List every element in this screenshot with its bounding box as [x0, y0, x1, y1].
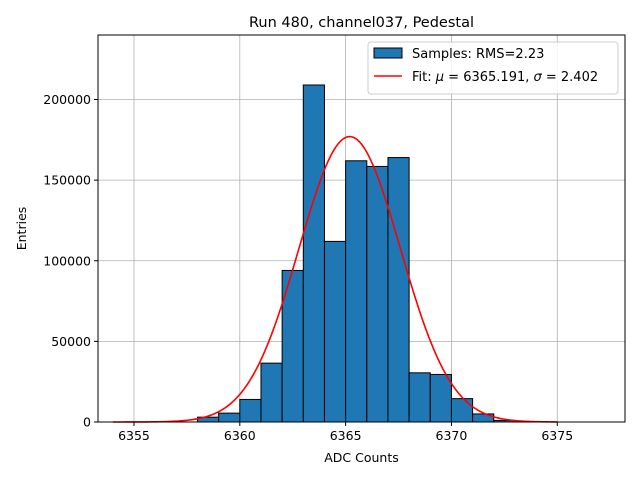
legend-label-bars: Samples: RMS=2.23: [412, 47, 544, 62]
histogram-bar: [429, 373, 452, 423]
histogram-bar: [302, 84, 325, 423]
y-tick-label: 100000: [43, 253, 91, 268]
x-axis-ticks: 6355 6360 6365 6370 6375: [118, 422, 573, 443]
histogram-bar: [323, 240, 347, 423]
x-tick-label: 6365: [330, 428, 362, 443]
histogram-bar: [366, 165, 389, 423]
legend-fit-mu-symbol: μ: [435, 70, 444, 85]
histogram-bar: [408, 372, 431, 423]
y-axis-ticks: 0 50000 100000 150000 200000: [43, 92, 98, 430]
histogram-bar: [450, 398, 474, 423]
histogram-bar: [218, 412, 241, 423]
y-axis-label: Entries: [14, 207, 29, 251]
x-tick-label: 6360: [224, 428, 256, 443]
y-tick-label: 0: [83, 415, 91, 430]
histogram-bar: [345, 160, 368, 423]
histogram-bar: [260, 362, 283, 423]
legend-fit-prefix: Fit:: [412, 70, 436, 85]
legend: Samples: RMS=2.23 Fit: μ = 6365.191, σ =…: [367, 41, 619, 95]
histogram-bar: [239, 398, 262, 423]
x-tick-label: 6355: [118, 428, 150, 443]
chart-title: Run 480, channel037, Pedestal: [249, 15, 474, 31]
legend-swatch-bars: [373, 47, 403, 59]
legend-label-fit: Fit: μ = 6365.191, σ = 2.402: [412, 70, 598, 85]
y-tick-label: 150000: [43, 173, 91, 188]
y-tick-label: 50000: [51, 334, 91, 349]
legend-fit-sigma-symbol: σ: [534, 70, 543, 85]
plot-frame: [97, 34, 626, 423]
y-tick-label: 200000: [43, 92, 91, 107]
x-axis-label: ADC Counts: [324, 450, 399, 465]
legend-fit-sigma-value: = 2.402: [542, 70, 598, 85]
legend-fit-mu-value: = 6365.191,: [444, 70, 533, 85]
histogram-bar: [387, 157, 410, 423]
legend-box: [367, 41, 619, 95]
x-tick-label: 6375: [541, 428, 573, 443]
x-tick-label: 6370: [436, 428, 468, 443]
fit-curve: [112, 135, 558, 423]
histogram-bars: [196, 84, 516, 423]
